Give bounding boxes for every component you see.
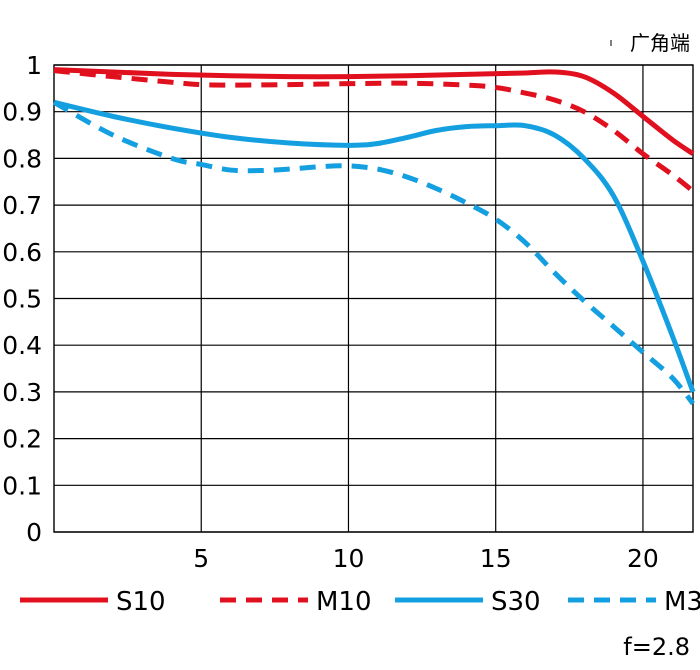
y-tick-label: 0.6	[2, 238, 42, 267]
y-tick-label: 0.3	[2, 378, 42, 407]
y-tick-label: 0.7	[2, 191, 42, 220]
y-tick-label: 0.1	[2, 471, 42, 500]
x-tick-label: 10	[333, 544, 365, 573]
plot-frame	[53, 64, 694, 533]
series-line-m30	[52, 100, 695, 406]
y-tick-label: 0.9	[2, 98, 42, 127]
y-tick-label: 0	[26, 518, 42, 547]
y-tick-label: 1	[26, 51, 42, 80]
y-tick-label: 0.5	[2, 285, 42, 314]
y-tick-label: 0.4	[2, 331, 42, 360]
series-line-m10	[53, 68, 695, 194]
legend-label-s30: S30	[491, 587, 541, 617]
x-tick-label: 20	[627, 544, 659, 573]
chart-title: 广角端	[630, 31, 690, 55]
y-tick-label: 0.2	[2, 425, 42, 454]
series-line-s30	[53, 99, 696, 393]
legend: S10 M10 S30 M30	[20, 587, 700, 617]
y-axis-tick-labels: 0 0.1 0.2 0.3 0.4 0.5 0.6 0.7 0.8 0.9 1	[2, 51, 42, 547]
legend-label-m30: M30	[664, 587, 700, 617]
legend-label-m10: M10	[316, 587, 372, 617]
series-line-s10	[53, 67, 695, 156]
series-lines	[52, 67, 696, 406]
aperture-label: f=2.8	[623, 633, 690, 661]
x-tick-label: 5	[193, 544, 209, 573]
x-tick-label: 15	[480, 544, 512, 573]
x-axis-tick-labels: 5 10 15 20	[193, 544, 659, 573]
y-tick-label: 0.8	[2, 144, 42, 173]
legend-label-s10: S10	[116, 587, 166, 617]
